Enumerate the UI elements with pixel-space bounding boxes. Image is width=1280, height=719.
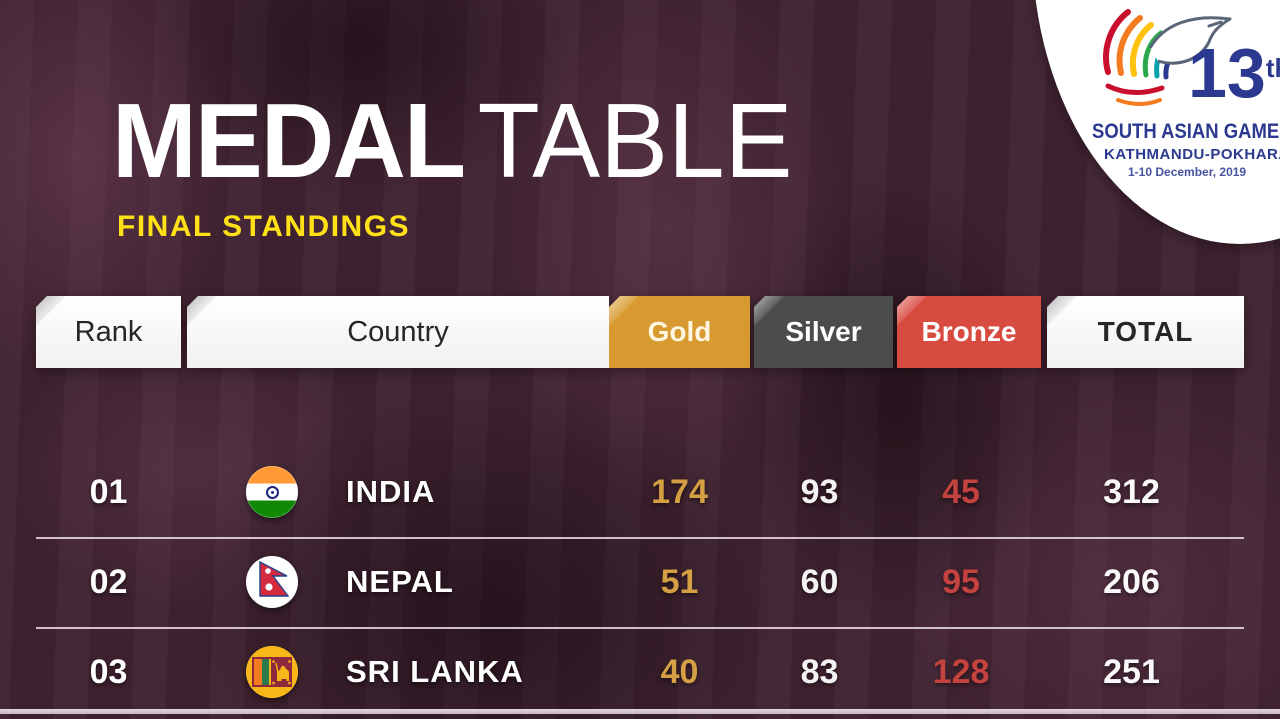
nepal-flag-art [259,560,290,597]
total-count: 206 [1103,562,1160,601]
header-total: TOTAL [1047,296,1244,368]
title-word-table: TABLE [477,82,793,200]
header-bronze: Bronze [897,296,1041,368]
ashoka-chakra-icon [265,485,279,499]
dates-text: 1-10 December, 2019 [1128,165,1247,179]
header-rank: Rank [36,296,181,368]
table-row-sri-lanka: 03 SRI LANKA 40 83 [36,627,1244,717]
silver-count: 60 [800,562,839,601]
country-name: SRI LANKA [346,654,524,689]
country-name: INDIA [346,474,436,509]
table-row-india: 01 INDIA 174 93 45 312 [36,447,1244,539]
table-header-row: Rank Country Gold Silver Bronze TOTAL [36,296,1244,368]
bronze-count: 128 [932,652,990,691]
bottom-divider [0,709,1280,714]
nepal-flag-icon [246,556,298,608]
header-gap [893,296,897,368]
country-name: NEPAL [346,564,454,599]
dove-wing-logo-icon [1103,9,1232,106]
country-cell: NEPAL [181,556,609,608]
final-standings-subtitle: FINAL STANDINGS [117,210,411,243]
india-flag-icon [246,466,298,518]
sri-lanka-flag-icon [246,646,298,698]
gold-count: 174 [651,472,708,511]
edition-number: 13th [1188,38,1280,108]
gold-count: 40 [660,652,699,691]
gold-count: 51 [660,562,699,601]
silver-count: 93 [800,472,839,511]
table-row-nepal: 02 NEPAL 51 60 95 206 [36,537,1244,629]
header-gap [1041,296,1047,368]
games-logo: 13th SOUTH ASIAN GAMES - 2019 KATHMANDU-… [1040,0,1280,200]
edition-13: 13 [1188,34,1266,112]
title-word-medal: MEDAL [112,82,466,200]
country-cell: SRI LANKA [181,646,609,698]
rank-value: 02 [89,562,128,601]
header-gold: Gold [609,296,750,368]
games-name-text: SOUTH ASIAN GAMES - 2019 [1092,120,1280,143]
header-country: Country [187,296,609,368]
page-title: MEDAL TABLE [112,88,792,194]
country-cell: INDIA [181,466,609,518]
header-gap [750,296,754,368]
bronze-count: 95 [942,562,980,601]
header-gap [181,296,187,368]
rank-value: 03 [89,652,128,691]
bronze-count: 45 [942,472,980,511]
silver-count: 83 [800,652,839,691]
sri-lanka-flag-art [246,646,298,698]
edition-suffix: th [1265,52,1280,83]
total-count: 251 [1103,652,1160,691]
total-count: 312 [1103,472,1160,511]
rank-value: 01 [89,472,128,511]
host-cities-text: KATHMANDU-POKHARA [1104,146,1280,163]
header-silver: Silver [754,296,893,368]
